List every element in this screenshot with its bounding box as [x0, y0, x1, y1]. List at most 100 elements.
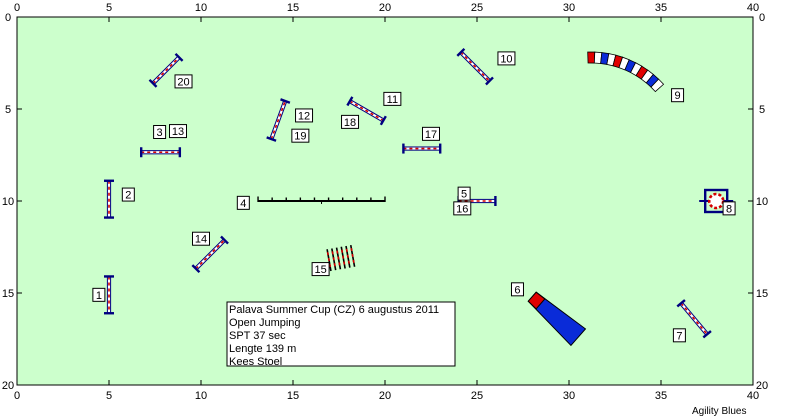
number-box-frame: [169, 124, 187, 139]
y-tick-label-right: 15: [756, 288, 768, 300]
x-tick-label-top: 20: [379, 2, 391, 14]
number-box-label: 17: [425, 129, 437, 141]
info-line-class: Open Jumping: [229, 317, 301, 329]
jump-wing-left: [148, 78, 158, 88]
number-box-label: 15: [314, 264, 326, 276]
number-box-label: 19: [294, 131, 306, 143]
jump-1: [104, 275, 114, 315]
number-box-14: 14: [192, 231, 210, 246]
y-tick-label-left: 5: [5, 104, 11, 116]
number-box-label: 13: [172, 126, 184, 138]
jump-wing-right: [379, 115, 387, 126]
jump-wing-left: [346, 96, 354, 107]
tire-ring: [707, 192, 725, 210]
jump-wing-left: [676, 299, 686, 308]
number-box-frame: [497, 51, 516, 66]
number-box-11: 11: [383, 91, 402, 106]
number-box-label: 9: [674, 90, 680, 102]
number-box-label: 12: [298, 110, 310, 122]
y-tick-label-right: 20: [756, 380, 768, 392]
number-box-label: 11: [387, 94, 398, 106]
x-tick-label-top: 0: [14, 2, 20, 14]
number-box-frame: [457, 186, 471, 201]
jump-7: [676, 299, 712, 339]
jump-wing-right: [485, 76, 494, 86]
number-box-10: 10: [497, 51, 516, 66]
x-tick-label-bottom: 10: [195, 390, 207, 402]
number-box-frame: [341, 114, 360, 129]
info-line-length: Lengte 139 m: [229, 343, 296, 355]
x-tick-label-top: 25: [471, 2, 483, 14]
number-box-frame: [453, 201, 472, 216]
y-tick-label-right: 0: [759, 12, 765, 24]
jump-pole-stripes: [460, 51, 491, 82]
x-tick-label-top: 30: [563, 2, 575, 14]
info-line-judge: Kees Stoel: [229, 356, 282, 368]
weave-pole-stripes: [331, 251, 336, 268]
number-box-frame: [671, 88, 685, 103]
number-box-frame: [510, 282, 524, 297]
tire-8: [699, 188, 734, 214]
x-tick-label-bottom: 40: [747, 390, 759, 402]
jump-11-18: [346, 96, 387, 126]
number-box-label: 4: [240, 198, 246, 210]
info-box-frame: [226, 301, 456, 367]
number-box-15: 15: [311, 262, 330, 277]
y-tick-label-left: 10: [2, 196, 14, 208]
jump-14: [191, 235, 229, 274]
jump-3-13: [140, 147, 182, 158]
x-tick-label-top: 35: [655, 2, 667, 14]
number-box-6: 6: [510, 282, 524, 297]
number-box-4: 4: [236, 195, 250, 210]
jump-pole-stripes: [349, 100, 384, 122]
number-box-19: 19: [291, 128, 310, 143]
number-box-label: 3: [157, 127, 163, 139]
number-box-frame: [153, 125, 167, 139]
weave-pole-stripes: [350, 247, 355, 264]
number-box-label: 18: [344, 117, 356, 129]
weave-pole-stripes: [345, 248, 351, 265]
number-box-9: 9: [671, 88, 685, 103]
x-tick-label-top: 10: [195, 2, 207, 14]
number-box-frame: [311, 262, 330, 277]
jump-wing-left: [191, 264, 201, 274]
weave-pole-stripes: [326, 252, 332, 269]
tunnel-entry: [527, 291, 546, 310]
number-box-frame: [92, 287, 106, 302]
y-tick-label-left: 20: [2, 380, 14, 392]
x-tick-label-bottom: 30: [563, 390, 575, 402]
number-box-8: 8: [722, 201, 736, 216]
jump-wing-right: [220, 235, 229, 245]
info-line-event: Palava Summer Cup (CZ) 6 augustus 2011: [229, 304, 439, 316]
x-tick-label-bottom: 35: [655, 390, 667, 402]
x-tick-label-top: 15: [287, 2, 299, 14]
tunnel-6: [527, 291, 587, 347]
y-tick-label-right: 10: [756, 196, 768, 208]
number-box-18: 18: [341, 114, 360, 129]
number-box-frame: [422, 126, 440, 141]
number-box-12: 12: [295, 108, 314, 123]
number-box-label: 5: [461, 189, 467, 201]
number-box-frame: [672, 328, 686, 343]
number-box-frame: [121, 187, 135, 202]
number-box-label: 2: [125, 190, 131, 202]
jump-17: [402, 143, 442, 154]
jump-wing-right: [280, 98, 291, 104]
jump-pole-stripes: [680, 302, 708, 335]
jump-10: [456, 47, 494, 86]
x-tick-label-top: 5: [106, 2, 112, 14]
curved-tunnel-segment: [587, 51, 596, 64]
y-tick-label-right: 5: [759, 104, 765, 116]
number-box-label: 14: [195, 234, 207, 246]
number-box-17: 17: [422, 126, 440, 141]
obstacles: [104, 47, 734, 347]
jump-wing-right: [702, 330, 712, 339]
x-tick-label-bottom: 20: [379, 390, 391, 402]
number-box-label: 20: [177, 76, 189, 88]
x-tick-label-bottom: 0: [14, 390, 20, 402]
number-box-frame: [383, 91, 402, 106]
curved-tunnel-segment: [650, 78, 665, 93]
number-box-label: 1: [96, 290, 102, 302]
